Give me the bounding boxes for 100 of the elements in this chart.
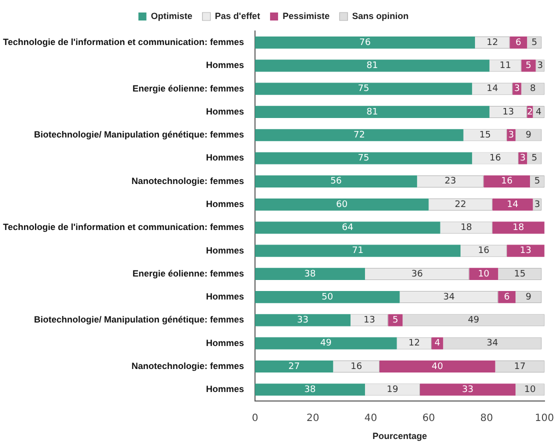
- data-label: 10: [524, 384, 536, 395]
- data-label: 16: [501, 176, 513, 187]
- data-label: 6: [504, 292, 510, 302]
- data-label: 16: [478, 246, 490, 256]
- data-label: 5: [531, 38, 538, 48]
- data-label: 40: [432, 362, 444, 372]
- bar: [521, 60, 536, 72]
- data-label: 75: [358, 154, 370, 164]
- data-label: 5: [526, 61, 532, 72]
- data-label: 2: [527, 107, 533, 118]
- data-label: 14: [486, 84, 498, 94]
- bar: [388, 314, 403, 326]
- data-label: 9: [526, 292, 532, 302]
- data-label: 5: [531, 154, 538, 164]
- x-tick-label: 0: [252, 412, 258, 424]
- bar: [420, 384, 516, 396]
- data-label: 3: [508, 130, 514, 140]
- bar: [506, 244, 544, 257]
- bar: [492, 222, 544, 234]
- data-label: 9: [526, 130, 532, 140]
- y-tick-label: Nanotechnologie: femmes: [131, 360, 244, 371]
- bar: [255, 60, 490, 72]
- data-label: 34: [443, 292, 455, 302]
- data-label: 49: [320, 338, 332, 349]
- data-label: 22: [454, 200, 466, 210]
- data-label: 19: [386, 384, 398, 395]
- data-label: 3: [520, 154, 526, 164]
- y-tick-label: Energie éolienne: femmes: [132, 83, 244, 94]
- data-label: 64: [342, 223, 354, 234]
- data-label: 18: [512, 223, 524, 234]
- y-tick-label: Hommes: [206, 384, 244, 394]
- data-label: 71: [352, 246, 364, 256]
- y-tick-label: Biotechnologie/ Manipulation génétique: femmes: [34, 130, 244, 140]
- data-label: 8: [530, 84, 536, 94]
- y-tick-label: Hommes: [206, 292, 244, 302]
- data-label: 17: [514, 362, 526, 372]
- legend-label: Pessimiste: [282, 10, 330, 21]
- bar: [255, 106, 490, 118]
- bar: [255, 198, 429, 211]
- data-label: 5: [392, 316, 398, 326]
- bar: [255, 268, 365, 280]
- bar: [255, 360, 334, 373]
- data-label: 3: [537, 61, 543, 72]
- data-label: 11: [500, 61, 512, 72]
- data-label: 16: [350, 362, 362, 372]
- legend-label: Pas d'effet: [214, 10, 260, 21]
- data-label: 14: [506, 200, 519, 210]
- data-label: 56: [330, 176, 342, 187]
- bar: [492, 198, 533, 211]
- x-tick-label: 80: [480, 412, 493, 424]
- data-label: 76: [359, 38, 371, 48]
- data-label: 33: [462, 384, 474, 395]
- x-tick-label: 20: [306, 412, 320, 424]
- data-label: 34: [486, 338, 498, 349]
- data-label: 13: [520, 246, 532, 256]
- bar: [379, 360, 496, 373]
- bar: [255, 244, 461, 257]
- data-label: 12: [486, 38, 498, 48]
- data-label: 23: [444, 176, 456, 187]
- data-label: 13: [364, 316, 376, 326]
- data-label: 3: [534, 200, 540, 210]
- data-label: 81: [366, 107, 378, 118]
- x-tick-label: 100: [534, 412, 554, 424]
- bar: [255, 314, 351, 326]
- y-tick-label: Hommes: [206, 199, 244, 210]
- data-label: 38: [304, 269, 316, 280]
- bar: [469, 268, 498, 280]
- data-label: 38: [304, 384, 316, 395]
- bar: [255, 152, 472, 164]
- y-tick-label: Hommes: [206, 60, 244, 70]
- bar: [255, 384, 365, 396]
- legend-label: Sans opinion: [352, 10, 409, 21]
- bar: [255, 82, 472, 95]
- y-tick-label: Nanotechnologie: femmes: [131, 176, 244, 186]
- y-tick-label: Hommes: [206, 106, 244, 116]
- data-label: 50: [322, 292, 334, 302]
- y-tick-label: Technologie de l'information et communication: femmes: [2, 222, 244, 232]
- x-tick-label: 40: [364, 412, 378, 424]
- data-label: 10: [478, 269, 490, 280]
- data-label: 72: [353, 130, 365, 140]
- y-tick-label: Biotechnologie/ Manipulation génétique: femmes: [34, 314, 244, 325]
- bar: [484, 175, 530, 188]
- bar: [255, 337, 397, 350]
- data-label: 49: [468, 316, 480, 326]
- y-tick-label: Hommes: [206, 245, 244, 256]
- data-label: 15: [479, 130, 491, 140]
- y-tick-label: Hommes: [206, 338, 244, 348]
- data-label: 16: [490, 154, 502, 164]
- data-label: 27: [288, 362, 300, 372]
- data-label: 36: [411, 269, 424, 280]
- bar: [255, 222, 440, 234]
- data-label: 13: [502, 107, 514, 118]
- data-label: 4: [536, 107, 542, 118]
- bar: [255, 36, 475, 49]
- data-label: 3: [514, 84, 520, 94]
- legend-label: Optimiste: [150, 10, 192, 21]
- bar: [255, 291, 400, 304]
- data-label: 5: [534, 176, 540, 187]
- data-label: 60: [336, 200, 348, 210]
- data-label: 15: [514, 269, 526, 280]
